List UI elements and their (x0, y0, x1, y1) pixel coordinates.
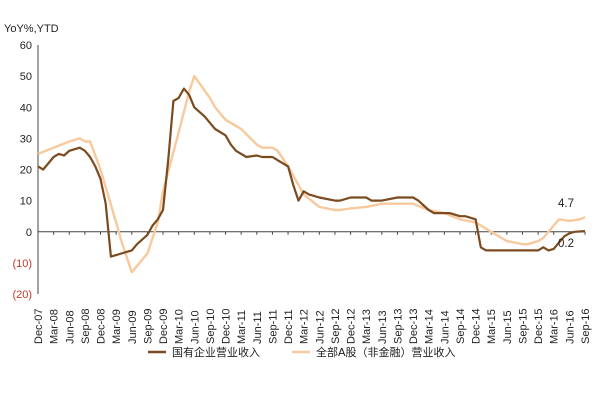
legend-label: 全部A股（非金融）营业收入 (316, 345, 456, 359)
x-tick-label: Dec-13 (408, 309, 420, 344)
x-tick-label: Sep-11 (267, 309, 279, 344)
legend: 国有企业营业收入 全部A股（非金融）营业收入 (148, 345, 456, 359)
x-tick-label: Sep-14 (455, 309, 467, 344)
x-tick-label: Sep-12 (330, 309, 342, 344)
x-tick-label: Dec-10 (221, 309, 233, 344)
x-tick-label: Sep-15 (517, 309, 529, 344)
series-group (37, 74, 586, 274)
x-tick-label: Dec-08 (96, 309, 108, 344)
x-tick-label: Mar-09 (111, 309, 123, 344)
x-tick-label: Jun-14 (439, 310, 451, 344)
x-tick-label: Dec-11 (283, 309, 295, 344)
y-axis-label: YoY%,YTD (4, 23, 59, 35)
x-tick-label: Dec-14 (471, 309, 483, 344)
y-tick-label: (20) (12, 289, 32, 301)
x-tick-label: Jun-11 (252, 311, 264, 344)
end-value-label: 0.2 (558, 238, 574, 250)
x-tick-label: Mar-16 (549, 309, 561, 344)
series-line-1 (37, 87, 586, 258)
x-tick-label: Jun-12 (314, 310, 326, 344)
x-tick-label: Jun-09 (127, 310, 139, 344)
x-tick-label: Mar-08 (49, 309, 61, 344)
x-tick-label: Jun-13 (377, 310, 389, 344)
x-tick-label: Jun-10 (189, 310, 201, 344)
x-ticks: Dec-07 Mar-08 Jun-08 Sep-08 Dec-08 Mar-09 Jun-… (33, 231, 592, 344)
x-tick-label: Jun-15 (502, 310, 514, 344)
legend-label: 国有企业营业收入 (172, 345, 260, 359)
y-ticks: (20) (10) 0 10 20 30 40 50 60 (12, 40, 32, 301)
y-tick-label: 50 (20, 71, 32, 83)
x-tick-label: Sep-16 (580, 309, 592, 344)
end-labels: 4.7 0.2 (558, 198, 574, 250)
y-tick-label: 0 (26, 227, 32, 239)
x-tick-label: Mar-13 (361, 309, 373, 344)
x-tick-label: Mar-10 (174, 309, 186, 344)
end-value-label: 4.7 (558, 198, 574, 210)
x-tick-label: Dec-07 (33, 309, 45, 344)
x-tick-label: Dec-15 (533, 309, 545, 344)
y-tick-label: 60 (20, 40, 32, 52)
y-tick-label: 10 (20, 196, 32, 208)
x-tick-label: Jun-08 (64, 310, 76, 344)
x-tick-label: Mar-14 (424, 309, 436, 344)
x-tick-label: Mar-15 (486, 309, 498, 344)
x-tick-label: Sep-08 (80, 309, 92, 344)
series-line-2 (37, 74, 586, 274)
x-tick-label: Mar-12 (299, 309, 311, 344)
x-tick-label: Dec-12 (346, 309, 358, 344)
y-tick-label: 20 (20, 165, 32, 177)
x-tick-label: Sep-10 (205, 309, 217, 344)
y-tick-label: 30 (20, 133, 32, 145)
x-tick-label: Sep-13 (392, 309, 404, 344)
x-tick-label: Sep-09 (142, 309, 154, 344)
y-tick-label: (10) (12, 258, 32, 270)
x-tick-label: Jun-16 (564, 310, 576, 344)
y-tick-label: 40 (20, 102, 32, 114)
x-tick-label: Mar-11 (236, 310, 248, 344)
x-tick-label: Dec-09 (158, 309, 170, 344)
